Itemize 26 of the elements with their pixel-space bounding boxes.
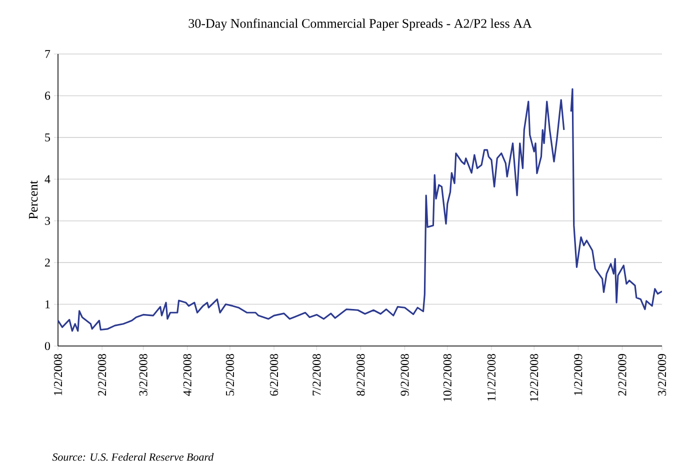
y-tick-label: 7 (45, 50, 50, 58)
x-tick-label: 2/2/2008 (98, 354, 106, 396)
x-tick-label: 7/2/2008 (312, 354, 321, 396)
x-tick-label: 9/2/2008 (400, 354, 409, 396)
y-tick-label: 0 (44, 342, 50, 350)
x-tick-label: 6/2/2008 (270, 354, 278, 396)
x-tick-label: 1/2/2009 (574, 354, 582, 396)
x-tick-label: 4/2/2008 (183, 354, 192, 396)
y-tick-label: 1 (46, 300, 50, 308)
x-tick-label: 2/2/2009 (618, 354, 626, 396)
x-tick-label: 3/2/2009 (658, 354, 666, 396)
source-note: Source: U.S. Federal Reserve Board (52, 453, 214, 461)
y-tick-label: 3 (45, 216, 50, 225)
x-tick-label: 1/2/2008 (54, 354, 62, 396)
x-tick-label: 5/2/2008 (226, 354, 234, 396)
chart-title: 30-Day Nonfinancial Commercial Paper Spreads - A2/P2 less AA (188, 18, 532, 31)
x-tick-label: 3/2/2008 (139, 354, 148, 396)
x-tick-label: 10/2/2008 (443, 354, 452, 402)
y-axis-title: Percent (29, 180, 38, 220)
y-tick-label: 4 (44, 175, 50, 184)
x-tick-label: 8/2/2008 (356, 354, 365, 396)
y-tick-label: 6 (44, 92, 50, 100)
y-tick-label: 2 (45, 258, 50, 267)
x-tick-label: 12/2/2008 (530, 354, 538, 402)
y-tick-label: 5 (45, 133, 50, 142)
x-tick-label: 11/2/2008 (487, 354, 496, 401)
